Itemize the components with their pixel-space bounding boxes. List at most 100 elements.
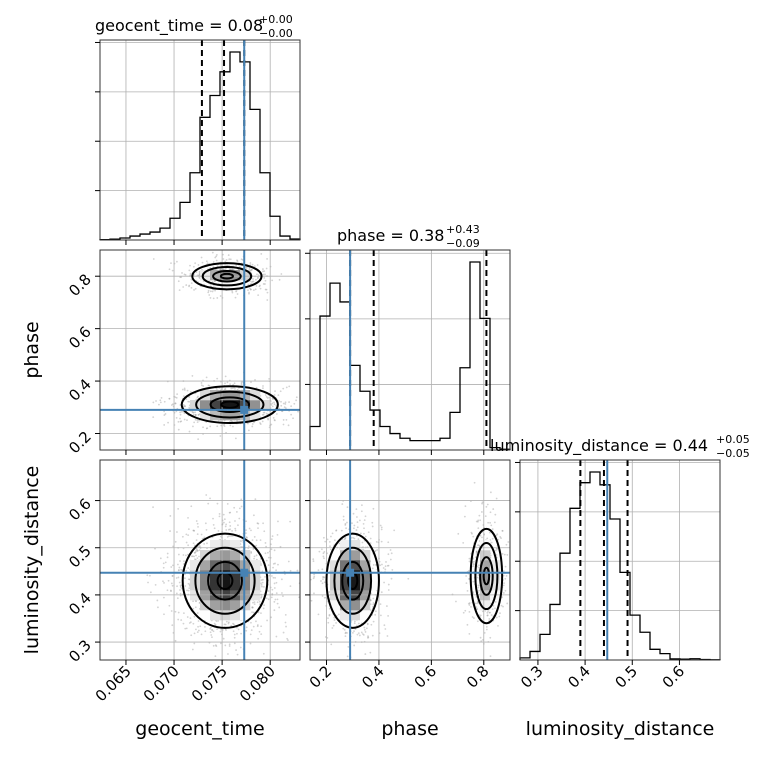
panel-frame — [99, 459, 301, 661]
sample-point — [249, 280, 251, 283]
sample-point — [260, 252, 263, 255]
sample-point — [356, 526, 359, 529]
sample-point — [224, 382, 226, 385]
sample-point — [230, 624, 233, 627]
sample-point — [179, 413, 182, 416]
sample-point — [260, 633, 263, 635]
sample-point — [177, 569, 180, 572]
sample-point — [249, 642, 252, 645]
sample-point — [188, 284, 191, 287]
sample-point — [255, 539, 258, 542]
x-tick-label: 0.6 — [411, 662, 441, 692]
sample-point — [335, 529, 338, 532]
title-geocent-time-minus: −0.00 — [259, 27, 293, 40]
sample-point — [215, 255, 218, 258]
sample-point — [363, 527, 365, 530]
density-cell — [230, 570, 241, 581]
sample-point — [374, 610, 377, 613]
sample-point — [228, 535, 230, 537]
sample-point — [188, 269, 191, 272]
sample-point — [476, 608, 478, 610]
sample-point — [473, 481, 476, 484]
sample-point — [260, 579, 263, 581]
sample-point — [211, 290, 214, 293]
sample-point — [471, 532, 473, 535]
sample-point — [186, 616, 189, 618]
sample-point — [379, 603, 382, 605]
sample-point — [180, 276, 183, 279]
title-luminosity-distance-plus: +0.05 — [716, 433, 750, 446]
sample-point — [195, 539, 198, 542]
sample-point — [224, 375, 227, 378]
sample-point — [250, 268, 253, 271]
sample-point — [182, 410, 184, 413]
sample-point — [285, 418, 288, 421]
sample-point — [229, 268, 232, 271]
sample-point — [186, 589, 188, 592]
sample-point — [501, 529, 504, 532]
sample-point — [192, 600, 194, 603]
sample-point — [355, 508, 358, 511]
sample-point — [386, 564, 389, 567]
sample-point — [215, 645, 218, 647]
sample-point — [344, 524, 347, 526]
sample-point — [191, 555, 194, 558]
contour-mode0-level2 — [341, 560, 365, 601]
sample-point — [479, 636, 482, 639]
sample-point — [207, 502, 210, 505]
sample-point — [250, 381, 252, 384]
sample-point — [230, 387, 233, 390]
y-tick-label: 0.8 — [65, 270, 95, 300]
sample-point — [181, 388, 184, 391]
sample-point — [407, 577, 410, 580]
sample-point — [228, 258, 231, 261]
sample-point — [268, 396, 271, 399]
sample-point — [146, 574, 149, 577]
sample-point — [218, 515, 221, 518]
sample-point — [176, 563, 179, 566]
sample-point — [295, 399, 298, 402]
sample-point — [386, 635, 389, 637]
xlabel-luminosity-distance: luminosity_distance — [526, 718, 715, 740]
sample-point — [261, 585, 263, 588]
sample-point — [157, 606, 159, 609]
sample-point — [240, 258, 243, 261]
sample-point — [366, 623, 369, 626]
sample-point — [353, 630, 355, 633]
contour-mode1-level1 — [195, 390, 265, 419]
sample-point — [214, 624, 217, 626]
truth-marker — [240, 568, 249, 577]
sample-point — [372, 597, 375, 600]
sample-point — [233, 633, 236, 636]
sample-point — [273, 609, 276, 612]
sample-point — [379, 564, 382, 567]
sample-point — [352, 631, 354, 634]
sample-point — [240, 540, 242, 543]
sample-point — [279, 390, 282, 393]
sample-point — [198, 555, 200, 558]
sample-point — [369, 609, 372, 612]
sample-point — [265, 412, 268, 415]
sample-point — [477, 566, 480, 569]
sample-point — [215, 620, 218, 623]
sample-point — [179, 589, 181, 591]
sample-point — [353, 644, 356, 647]
sample-point — [231, 535, 234, 537]
sample-point — [199, 625, 202, 628]
sample-point — [193, 632, 196, 635]
sample-point — [387, 615, 390, 617]
sample-point — [271, 402, 274, 405]
sample-point — [267, 598, 270, 601]
sample-point — [231, 268, 233, 271]
sample-point — [248, 291, 250, 294]
sample-point — [494, 607, 496, 610]
sample-point — [272, 398, 275, 400]
sample-point — [189, 274, 192, 277]
sample-point — [323, 576, 326, 579]
sample-point — [312, 558, 315, 561]
sample-point — [372, 564, 375, 566]
density-cell — [220, 410, 231, 421]
sample-point — [276, 534, 279, 536]
sample-point — [320, 548, 323, 551]
sample-point — [210, 634, 213, 636]
